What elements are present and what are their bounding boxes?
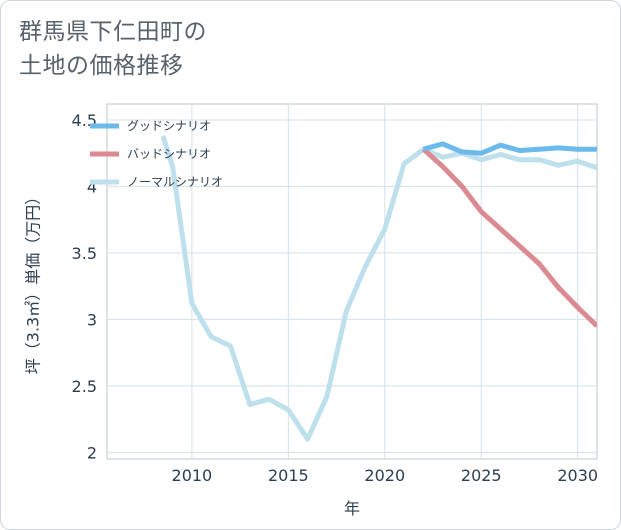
y-tick-label: 3 (87, 310, 97, 329)
plot-area (106, 103, 598, 460)
chart-title-line-2: 土地の価格推移 (19, 53, 184, 79)
y-axis-title: 坪（3.3㎡）単価（万円） (24, 189, 43, 374)
chart-title: 群馬県下仁田町の 土地の価格推移 (19, 15, 207, 83)
x-tick-label: 2015 (268, 466, 309, 485)
y-tick-label: 2.5 (72, 377, 97, 396)
legend-good-label: グッドシナリオ (127, 119, 211, 133)
chart-title-line-1: 群馬県下仁田町の (19, 19, 207, 45)
x-axis-title: 年 (344, 499, 360, 518)
legend-bad-label: バッドシナリオ (127, 147, 211, 161)
x-tick-label: 2030 (557, 466, 598, 485)
y-tick-label: 2 (87, 443, 97, 462)
legend-normal-label: ノーマルシナリオ (127, 175, 223, 189)
y-tick-label: 4 (87, 177, 97, 196)
bad-scenario-line (421, 147, 597, 328)
normal-scenario-line (160, 135, 597, 442)
good-scenario-line (422, 141, 597, 156)
x-tick-label: 2025 (461, 466, 502, 485)
x-tick-label: 2020 (364, 466, 405, 485)
y-tick-label: 3.5 (72, 244, 97, 263)
x-tick-label: 2010 (172, 466, 213, 485)
